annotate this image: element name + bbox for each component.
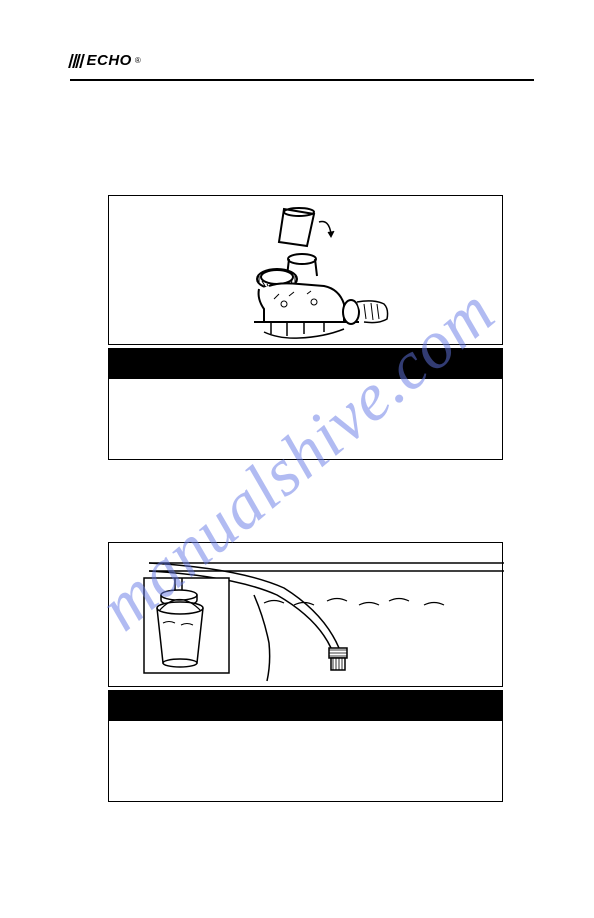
brand-logo: ECHO® (70, 52, 534, 69)
figure-priming-pump (108, 195, 503, 345)
warning-box-1 (108, 348, 503, 460)
priming-diagram-icon (229, 204, 429, 344)
figure-suction-hose (108, 542, 503, 687)
logo-stripes-icon (70, 54, 83, 68)
logo-trademark-icon: ® (135, 56, 141, 65)
warning-header-2 (109, 691, 502, 721)
page-header: ECHO® (70, 52, 534, 81)
logo-text: ECHO (87, 52, 132, 69)
suction-diagram-icon (109, 543, 504, 688)
warning-box-2 (108, 690, 503, 802)
warning-header-1 (109, 349, 502, 379)
